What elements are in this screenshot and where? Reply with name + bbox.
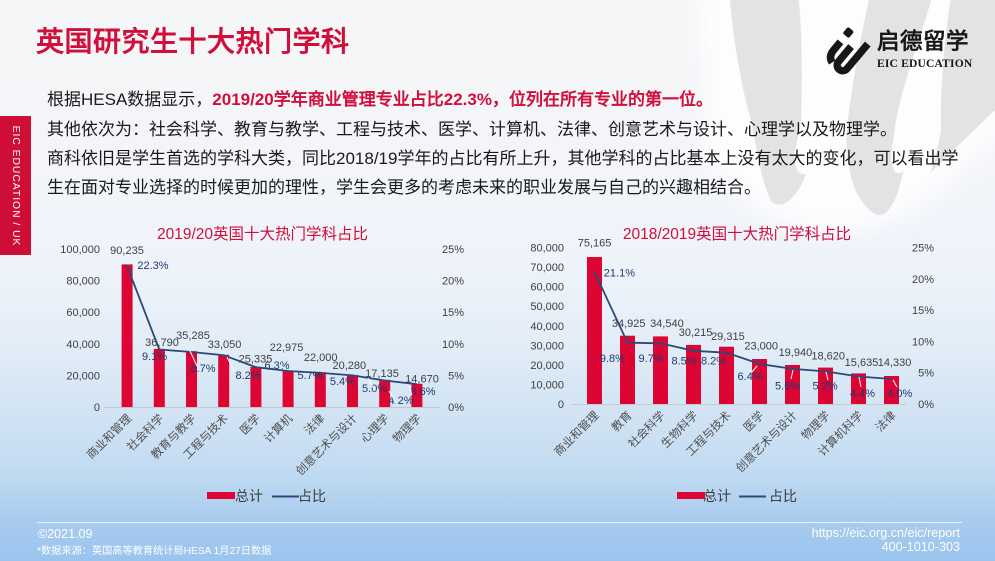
- svg-text:占比: 占比: [298, 488, 326, 504]
- svg-text:物理学: 物理学: [390, 411, 424, 445]
- svg-text:22.3%: 22.3%: [137, 260, 168, 272]
- svg-text:5.0%: 5.0%: [362, 383, 387, 395]
- svg-text:40,000: 40,000: [530, 321, 564, 333]
- svg-text:9.8%: 9.8%: [600, 353, 625, 365]
- svg-text:6.3%: 6.3%: [264, 360, 289, 372]
- svg-text:3.6%: 3.6%: [410, 386, 435, 398]
- svg-text:10%: 10%: [912, 336, 934, 348]
- svg-text:20%: 20%: [442, 276, 464, 288]
- svg-text:25%: 25%: [912, 243, 934, 255]
- svg-text:36,790: 36,790: [145, 337, 179, 349]
- svg-text:2018/2019英国十大热门学科占比: 2018/2019英国十大热门学科占比: [623, 225, 851, 243]
- svg-text:0%: 0%: [918, 399, 934, 411]
- svg-text:29,315: 29,315: [711, 331, 745, 343]
- svg-text:20%: 20%: [912, 274, 934, 286]
- svg-text:70,000: 70,000: [530, 262, 564, 274]
- svg-text:40,000: 40,000: [66, 339, 100, 351]
- svg-text:60,000: 60,000: [530, 282, 564, 294]
- svg-text:30,215: 30,215: [679, 327, 713, 339]
- svg-text:80,000: 80,000: [530, 243, 564, 255]
- svg-text:物理学: 物理学: [798, 408, 832, 442]
- svg-text:15%: 15%: [912, 305, 934, 317]
- svg-text:30,000: 30,000: [530, 340, 564, 352]
- svg-text:5.7%: 5.7%: [297, 370, 322, 382]
- svg-text:5.6%: 5.6%: [775, 380, 800, 392]
- svg-text:4.0%: 4.0%: [887, 388, 912, 400]
- svg-text:8.7%: 8.7%: [190, 363, 215, 375]
- svg-text:9.7%: 9.7%: [639, 353, 664, 365]
- svg-text:5.2%: 5.2%: [813, 380, 838, 392]
- svg-text:5%: 5%: [448, 370, 464, 382]
- svg-text:17,135: 17,135: [365, 368, 399, 380]
- svg-text:占比: 占比: [769, 488, 797, 504]
- svg-text:14,330: 14,330: [878, 357, 912, 369]
- svg-text:75,165: 75,165: [578, 238, 612, 250]
- svg-text:0: 0: [558, 399, 564, 411]
- svg-text:0%: 0%: [448, 402, 464, 414]
- svg-text:50,000: 50,000: [530, 301, 564, 313]
- svg-text:10,000: 10,000: [530, 379, 564, 391]
- svg-text:2019/20英国十大热门学科占比: 2019/20英国十大热门学科占比: [157, 225, 368, 243]
- svg-text:90,235: 90,235: [110, 245, 144, 257]
- svg-text:22,975: 22,975: [270, 342, 304, 354]
- svg-text:35,285: 35,285: [176, 330, 210, 342]
- svg-text:33,050: 33,050: [208, 339, 242, 351]
- svg-text:34,540: 34,540: [650, 318, 684, 330]
- svg-text:100,000: 100,000: [60, 244, 100, 256]
- svg-text:19,940: 19,940: [779, 347, 813, 359]
- svg-text:6.4%: 6.4%: [738, 371, 763, 383]
- svg-text:商业和管理: 商业和管理: [551, 408, 602, 459]
- svg-text:20,280: 20,280: [332, 360, 366, 372]
- svg-text:心理学: 心理学: [358, 411, 392, 445]
- svg-text:法律: 法律: [301, 411, 328, 438]
- svg-text:10%: 10%: [442, 339, 464, 351]
- svg-text:0: 0: [94, 402, 100, 414]
- svg-text:25,335: 25,335: [239, 354, 273, 366]
- svg-text:计算机: 计算机: [261, 411, 296, 446]
- svg-text:18,620: 18,620: [811, 350, 845, 362]
- svg-text:总计: 总计: [235, 488, 263, 504]
- svg-text:医学: 医学: [237, 411, 263, 437]
- svg-text:60,000: 60,000: [66, 307, 100, 319]
- svg-text:25%: 25%: [442, 244, 464, 256]
- svg-text:22,000: 22,000: [304, 352, 338, 364]
- svg-text:4.2%: 4.2%: [388, 395, 413, 407]
- svg-text:总计: 总计: [703, 488, 731, 504]
- svg-text:20,000: 20,000: [530, 360, 564, 372]
- svg-text:14,670: 14,670: [405, 374, 439, 386]
- svg-text:15%: 15%: [442, 307, 464, 319]
- svg-text:8.2%: 8.2%: [235, 370, 260, 382]
- svg-text:20,000: 20,000: [66, 370, 100, 382]
- svg-text:5%: 5%: [918, 368, 934, 380]
- svg-text:法律: 法律: [872, 408, 899, 435]
- svg-text:34,925: 34,925: [612, 318, 646, 330]
- svg-text:21.1%: 21.1%: [604, 268, 635, 280]
- svg-text:医学: 医学: [740, 408, 766, 434]
- svg-text:9.1%: 9.1%: [142, 351, 167, 363]
- svg-text:8.2%: 8.2%: [701, 355, 726, 367]
- svg-text:教育: 教育: [608, 408, 634, 434]
- svg-text:15,635: 15,635: [845, 357, 879, 369]
- svg-text:4.4%: 4.4%: [850, 388, 875, 400]
- svg-text:8.5%: 8.5%: [671, 355, 696, 367]
- svg-text:23,000: 23,000: [744, 340, 778, 352]
- svg-text:5.4%: 5.4%: [330, 376, 355, 388]
- svg-text:商业和管理: 商业和管理: [84, 411, 135, 462]
- svg-text:80,000: 80,000: [66, 276, 100, 288]
